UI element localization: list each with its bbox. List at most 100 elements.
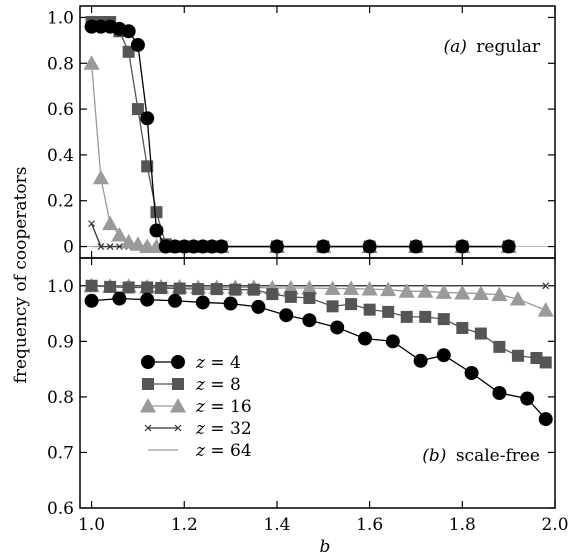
data-point xyxy=(492,386,507,400)
data-point xyxy=(302,313,317,328)
data-point xyxy=(104,280,117,293)
data-point xyxy=(538,412,553,427)
legend-label: z = 4 xyxy=(195,353,241,373)
data-point xyxy=(141,281,154,294)
data-point xyxy=(150,206,163,219)
x-tick-label: 2.0 xyxy=(541,515,568,535)
data-point xyxy=(326,300,339,313)
data-point xyxy=(140,292,155,307)
data-point xyxy=(343,280,360,295)
data-point xyxy=(358,331,372,346)
panel-a-label: regular xyxy=(476,37,541,57)
y-axis-label: frequency of cooperators xyxy=(11,167,31,384)
data-point xyxy=(115,243,123,250)
panel-a-y-tick-label: 0.2 xyxy=(47,192,74,212)
data-point xyxy=(491,286,508,302)
data-point xyxy=(247,283,260,296)
legend-label: z = 64 xyxy=(195,441,252,461)
panel-a-series-z16 xyxy=(83,55,517,253)
legend-entry: z = 16 xyxy=(139,397,252,417)
legend-marker xyxy=(169,397,187,413)
data-point xyxy=(88,220,96,228)
panel-a-y-tick-label: 0 xyxy=(63,238,74,258)
data-point xyxy=(472,285,489,300)
data-point xyxy=(102,215,119,231)
data-point xyxy=(316,239,331,254)
legend-marker xyxy=(141,355,155,369)
series-line xyxy=(91,297,547,420)
legend-marker xyxy=(174,424,182,432)
data-point xyxy=(195,295,210,310)
panel-b-scale-free: 0.6 0.7 0.8 0.9 1.0 xyxy=(47,258,556,519)
panel-a-regular: 0 0.2 0.4 0.6 0.8 1.0 xyxy=(47,6,556,258)
panel-a-y-tick-label: 0.8 xyxy=(47,54,74,74)
data-point xyxy=(85,279,98,292)
data-point xyxy=(301,279,318,295)
x-tick-label: 1.6 xyxy=(356,515,383,535)
data-point xyxy=(380,281,397,297)
panel-b-annotation: (b) scale-free xyxy=(422,446,540,466)
panel-b-y-tick-label: 0.7 xyxy=(47,443,74,463)
panel-b-series-z8 xyxy=(85,279,552,369)
legend-entry: z = 32 xyxy=(144,419,252,439)
data-point xyxy=(530,352,543,364)
panel-a-y-tick-label: 0.6 xyxy=(47,100,74,120)
data-point xyxy=(501,239,516,254)
legend-label: z = 16 xyxy=(195,397,252,417)
legend-label: z = 8 xyxy=(195,375,241,395)
data-point xyxy=(542,282,550,290)
data-point xyxy=(464,366,479,380)
x-tick-label: 1.2 xyxy=(171,515,198,535)
panel-a-y-tick-label: 0.4 xyxy=(47,146,74,166)
data-point xyxy=(282,279,299,295)
data-point xyxy=(454,284,471,300)
data-point xyxy=(363,303,376,316)
data-point xyxy=(435,284,452,299)
data-point xyxy=(214,239,229,254)
data-point xyxy=(210,283,223,296)
data-point xyxy=(112,291,127,306)
data-point xyxy=(398,283,415,298)
data-point xyxy=(97,243,105,250)
data-point xyxy=(141,160,154,173)
data-point xyxy=(400,310,413,323)
panel-b-label: scale-free xyxy=(456,446,540,466)
data-point xyxy=(266,288,279,301)
data-point xyxy=(149,223,164,238)
data-point xyxy=(474,327,487,340)
panel-b-series-z16 xyxy=(83,277,554,317)
panel-b-letter: (b) xyxy=(422,446,446,466)
data-point xyxy=(455,239,470,254)
data-point xyxy=(251,299,266,314)
legend-entry: z = 8 xyxy=(142,375,241,395)
data-point xyxy=(413,353,428,368)
legend-marker xyxy=(139,397,157,413)
data-point xyxy=(192,283,205,296)
legend-entry: z = 64 xyxy=(148,441,252,461)
legend-marker xyxy=(142,378,154,390)
panel-a-annotation: (a) regular xyxy=(443,37,540,57)
panel-b-y-tick-label: 0.8 xyxy=(47,388,74,408)
data-point xyxy=(539,356,552,369)
data-point xyxy=(324,280,341,295)
data-point xyxy=(436,348,451,363)
x-tick-label: 1.0 xyxy=(78,515,105,535)
series-line xyxy=(90,63,509,248)
data-point xyxy=(269,239,284,254)
data-point xyxy=(279,308,294,323)
x-tick-label: 1.8 xyxy=(449,515,476,535)
panel-b-y-tick-label: 1.0 xyxy=(47,277,74,297)
data-point xyxy=(511,349,524,362)
data-point xyxy=(140,111,155,126)
data-point xyxy=(83,55,100,70)
data-point xyxy=(456,322,469,334)
data-point xyxy=(361,281,378,296)
legend: z = 4z = 8z = 16z = 32z = 64 xyxy=(139,353,252,461)
data-point xyxy=(303,292,316,304)
data-point xyxy=(155,282,168,294)
panel-a-y-tick-label: 1.0 xyxy=(47,8,74,28)
data-point xyxy=(168,293,182,308)
data-point xyxy=(92,169,109,185)
panel-b-frame xyxy=(79,257,556,509)
data-point xyxy=(362,239,377,254)
